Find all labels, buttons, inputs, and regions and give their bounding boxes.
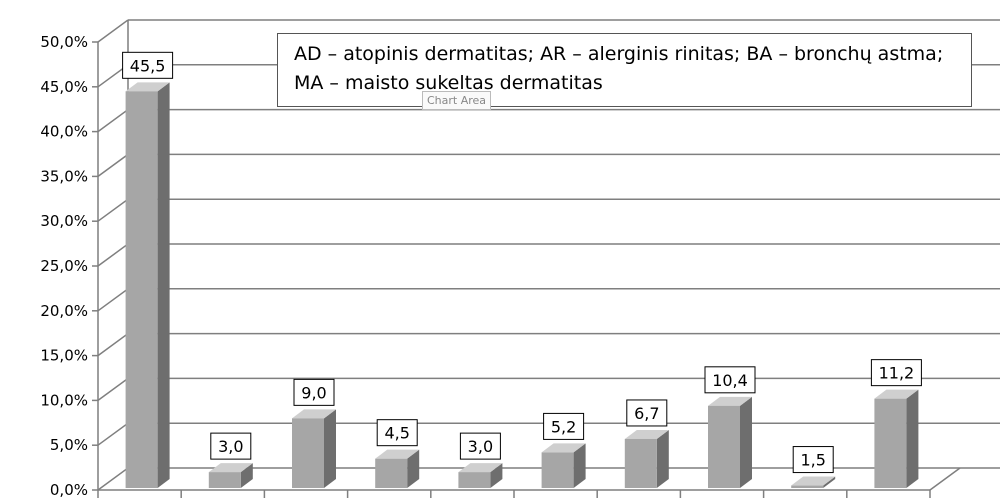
data-label-text: 10,4 [712, 371, 748, 390]
y-tick-label: 20,0% [40, 302, 88, 320]
bar-side [740, 396, 752, 488]
data-label-box [704, 366, 756, 394]
data-label: 11,2 [870, 359, 922, 387]
chart-annotation: AD – atopinis dermatitas; AR – alerginis… [277, 33, 972, 107]
chart-area-tooltip: Chart Area [422, 91, 492, 110]
y-tick-label: 5,0% [50, 436, 88, 454]
bar-front [125, 91, 158, 488]
grid-connector [97, 467, 129, 491]
bar-side [823, 476, 836, 488]
bar [791, 476, 836, 488]
y-tick-label: 0,0% [50, 481, 88, 498]
data-label-text: 1,5 [800, 451, 825, 470]
y-tick-label: 30,0% [40, 212, 88, 230]
bar [292, 409, 336, 488]
grid-connector [97, 243, 129, 267]
y-tick-label: 10,0% [40, 391, 88, 409]
y-tick-label: 25,0% [40, 257, 88, 275]
bar [874, 389, 919, 488]
bar-front [541, 452, 574, 488]
bar-front [375, 458, 408, 488]
bar-side [906, 389, 919, 488]
bar [708, 396, 752, 488]
grid-connector [97, 19, 129, 43]
data-label-box [376, 419, 418, 447]
floor-edge [929, 467, 961, 491]
bar-top [624, 429, 669, 439]
data-label-box [293, 378, 335, 406]
y-tick-label: 15,0% [40, 347, 88, 365]
bar-top [125, 82, 170, 92]
data-label: 45,5 [122, 51, 174, 79]
bar-side [573, 443, 586, 488]
data-label: 4,5 [376, 419, 418, 447]
y-axis: 0,0% 5,0% 10,0% 15,0% 20,0% 25,0% 30,0% 35,0% 40… [40, 33, 961, 498]
grid-connector [97, 377, 129, 402]
data-label: 9,0 [293, 378, 335, 406]
data-label-box [210, 432, 252, 460]
grid-connector [97, 288, 129, 312]
bar [208, 463, 253, 488]
data-label: 6,7 [626, 399, 668, 427]
bar [541, 443, 586, 488]
bar-front [624, 438, 657, 488]
data-label: 1,5 [792, 446, 834, 474]
data-label-box [792, 446, 834, 474]
bar-front [292, 418, 324, 488]
data-label-box [122, 51, 174, 79]
data-label: 3,0 [210, 432, 252, 460]
bar-front [874, 398, 907, 488]
bar-side [324, 409, 336, 488]
data-label-text: 11,2 [879, 364, 915, 383]
data-label-text: 3,0 [218, 437, 243, 456]
grid-connector [97, 422, 129, 446]
bar-top [292, 409, 336, 419]
bars [125, 82, 919, 488]
data-labels: 45,5 3,0 9,0 4,5 3,0 5,2 6,7 10,4 1,5 11,2 [122, 51, 922, 474]
bar-side [157, 82, 170, 488]
bar-side [240, 463, 253, 488]
bar-side [490, 463, 503, 488]
bar-top [541, 443, 586, 453]
data-label-box [626, 399, 668, 427]
data-label-box [543, 412, 585, 440]
data-label-box [459, 432, 501, 460]
data-label-text: 4,5 [384, 424, 409, 443]
bar-front [791, 485, 824, 488]
bar-top [375, 449, 420, 459]
bar-top [874, 389, 919, 399]
bar [125, 82, 170, 488]
bar-front [458, 472, 491, 488]
data-label: 10,4 [704, 366, 756, 394]
bar-top [791, 476, 836, 486]
y-tick-label: 45,0% [40, 78, 88, 96]
bar-side [407, 449, 420, 488]
grid-connector [97, 153, 129, 178]
y-tick-label: 50,0% [40, 33, 88, 51]
bar [375, 449, 420, 488]
data-label-text: 45,5 [130, 56, 166, 75]
y-tick-label: 40,0% [40, 123, 88, 141]
data-label-box [870, 359, 922, 387]
y-tick-label: 35,0% [40, 167, 88, 185]
grid-connector [97, 332, 129, 357]
bar-front [708, 405, 740, 488]
data-label-text: 6,7 [634, 404, 659, 423]
bar-side [656, 429, 669, 488]
bar-top [708, 396, 752, 406]
bar-top [208, 463, 253, 473]
bar-front [208, 472, 241, 488]
grid-connector [97, 108, 129, 133]
bar [624, 429, 669, 488]
grid-connector [97, 198, 129, 222]
data-label-text: 9,0 [301, 383, 326, 402]
data-label-text: 5,2 [551, 417, 576, 436]
data-label: 5,2 [543, 412, 585, 440]
data-label: 3,0 [459, 432, 501, 460]
bar-top [458, 463, 503, 473]
bar [458, 463, 503, 488]
data-label-text: 3,0 [468, 437, 493, 456]
